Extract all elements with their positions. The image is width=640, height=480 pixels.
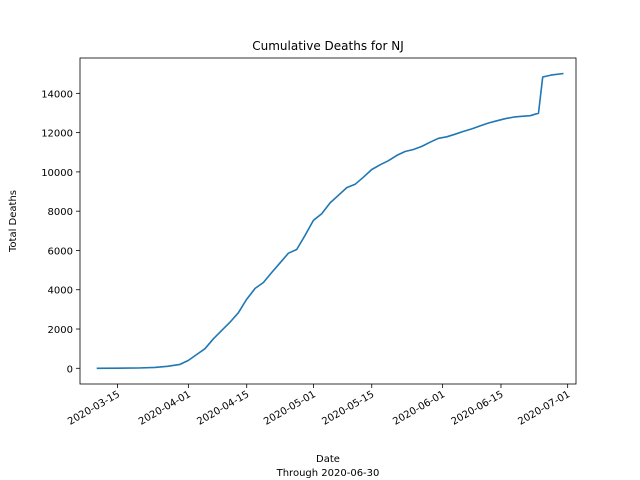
- y-tick-label: 6000: [48, 246, 73, 257]
- plot-area: [96, 72, 564, 370]
- y-tick-label: 4000: [48, 286, 73, 297]
- y-tick-label: 12000: [41, 129, 73, 140]
- y-tick-label: 8000: [48, 207, 73, 218]
- series-line-0: [96, 72, 564, 370]
- axes-frame: [79, 57, 577, 385]
- y-axis: 0 2000 4000 6000 8000 10000 12000 14000: [41, 89, 80, 375]
- y-axis-label: Total Deaths: [8, 190, 19, 253]
- x-axis-sublabel: Through 2020-06-30: [276, 468, 380, 479]
- chart-title: Cumulative Deaths for NJ: [252, 39, 404, 53]
- y-tick-label: 0: [67, 364, 73, 375]
- y-tick-label: 10000: [41, 168, 73, 179]
- x-axis-label: Date: [316, 454, 340, 465]
- y-tick-label: 14000: [41, 89, 73, 100]
- y-tick-label: 2000: [48, 325, 73, 336]
